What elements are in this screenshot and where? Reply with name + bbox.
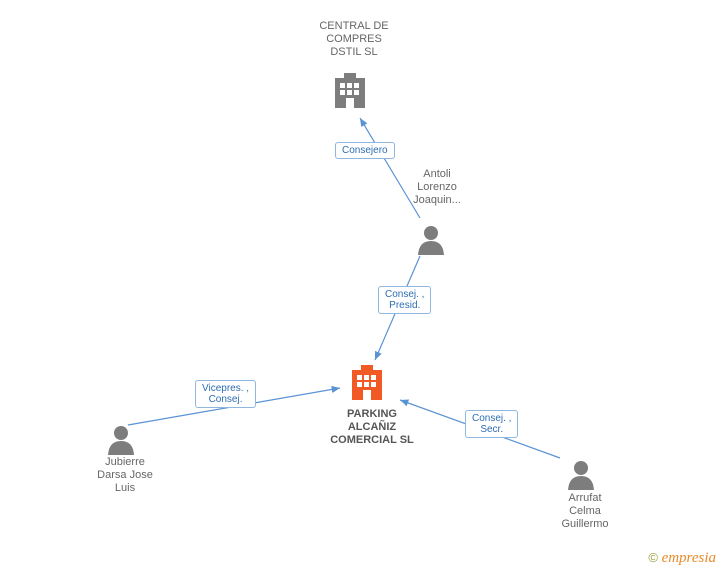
brand-name: empresia [662, 550, 716, 566]
person-icon-person_antoli [418, 226, 444, 255]
edge-label-0: Consejero [335, 142, 395, 159]
copyright-symbol: © [648, 550, 658, 565]
building-icon-company_main [352, 365, 382, 400]
person-icon-person_jubierre [108, 426, 134, 455]
footer-attribution: © empresia [648, 550, 716, 567]
node-label-company_top: CENTRAL DE COMPRES DSTIL SL [304, 20, 404, 59]
edge-label-2: Vicepres. , Consej. [195, 380, 256, 408]
node-label-company_main: PARKING ALCAÑIZ COMERCIAL SL [320, 408, 424, 447]
person-icon-person_arrufat [568, 461, 594, 490]
building-icon-company_top [335, 73, 365, 108]
edge-label-1: Consej. , Presid. [378, 286, 431, 314]
edge-label-3: Consej. , Secr. [465, 410, 518, 438]
node-label-person_antoli: Antoli Lorenzo Joaquin... [402, 168, 472, 207]
node-label-person_arrufat: Arrufat Celma Guillermo [545, 492, 625, 531]
node-label-person_jubierre: Jubierre Darsa Jose Luis [80, 456, 170, 495]
